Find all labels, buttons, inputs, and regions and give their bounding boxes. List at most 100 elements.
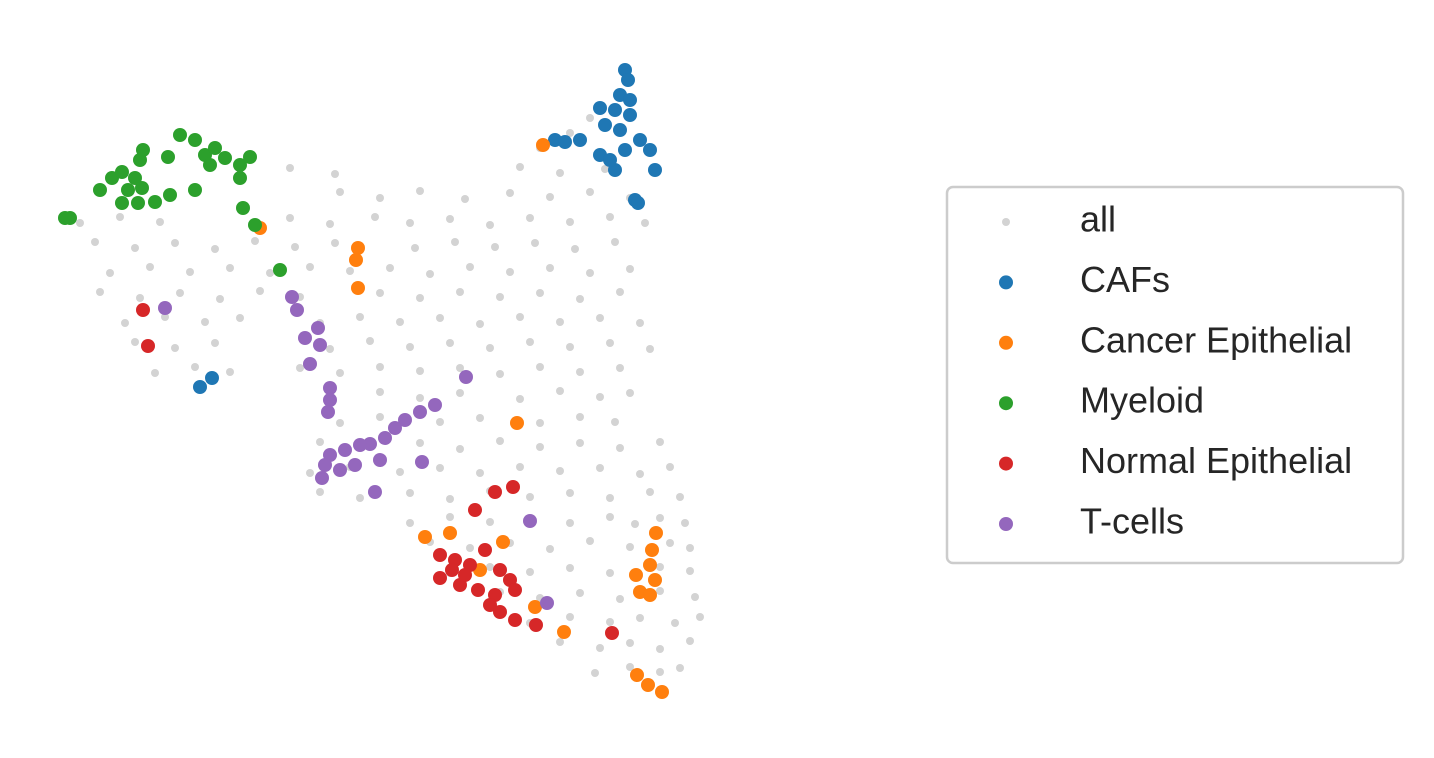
legend-label: all xyxy=(1080,199,1116,240)
point xyxy=(605,626,619,640)
point xyxy=(356,313,364,321)
point xyxy=(576,589,584,597)
point xyxy=(616,364,624,372)
point xyxy=(536,138,550,152)
point xyxy=(606,494,614,502)
point xyxy=(346,267,354,275)
point xyxy=(606,213,614,221)
point xyxy=(406,343,414,351)
point xyxy=(526,568,534,576)
point xyxy=(536,363,544,371)
point xyxy=(133,153,147,167)
point xyxy=(456,288,464,296)
point xyxy=(598,118,612,132)
point xyxy=(626,543,634,551)
legend-marker xyxy=(999,335,1013,350)
point xyxy=(526,493,534,501)
point xyxy=(336,419,344,427)
point xyxy=(251,237,259,245)
point xyxy=(656,563,664,571)
legend-marker xyxy=(999,396,1013,411)
point xyxy=(443,526,457,540)
point xyxy=(216,295,224,303)
point xyxy=(226,368,234,376)
point xyxy=(218,151,232,165)
point xyxy=(96,288,104,296)
point xyxy=(621,73,635,87)
point xyxy=(476,469,484,477)
point xyxy=(626,639,634,647)
point xyxy=(606,513,614,521)
point xyxy=(146,263,154,271)
point xyxy=(629,568,643,582)
point xyxy=(386,264,394,272)
point xyxy=(416,394,424,402)
point xyxy=(316,438,324,446)
point xyxy=(516,463,524,471)
point xyxy=(371,213,379,221)
point xyxy=(311,321,325,335)
point xyxy=(643,588,657,602)
point xyxy=(616,595,624,603)
point xyxy=(558,135,572,149)
point xyxy=(236,314,244,322)
point xyxy=(656,514,664,522)
point xyxy=(416,294,424,302)
point xyxy=(116,213,124,221)
point xyxy=(323,393,337,407)
point xyxy=(451,238,459,246)
point xyxy=(285,290,299,304)
point xyxy=(536,443,544,451)
point xyxy=(586,537,594,545)
point xyxy=(676,664,684,672)
point xyxy=(626,389,634,397)
point xyxy=(636,470,644,478)
point xyxy=(291,243,299,251)
point xyxy=(655,685,669,699)
point xyxy=(376,289,384,297)
point xyxy=(376,363,384,371)
point xyxy=(306,263,314,271)
point xyxy=(636,319,644,327)
point xyxy=(493,563,507,577)
point xyxy=(136,294,144,302)
point xyxy=(156,218,164,226)
point xyxy=(286,164,294,172)
point xyxy=(121,183,135,197)
point xyxy=(556,318,564,326)
point xyxy=(115,196,129,210)
point xyxy=(623,108,637,122)
point xyxy=(331,239,339,247)
point xyxy=(205,371,219,385)
point xyxy=(351,281,365,295)
point xyxy=(486,221,494,229)
point xyxy=(596,314,604,322)
point xyxy=(388,421,402,435)
point xyxy=(233,158,247,172)
point xyxy=(686,544,694,552)
point xyxy=(368,485,382,499)
legend-marker xyxy=(999,275,1013,290)
point xyxy=(286,214,294,222)
point xyxy=(516,313,524,321)
point xyxy=(676,493,684,501)
point xyxy=(691,593,699,601)
point xyxy=(646,488,654,496)
point xyxy=(376,194,384,202)
point xyxy=(496,437,504,445)
point xyxy=(596,644,604,652)
point xyxy=(243,150,257,164)
point xyxy=(351,241,365,255)
point xyxy=(203,158,217,172)
point xyxy=(338,443,352,457)
point xyxy=(466,544,474,552)
point xyxy=(456,445,464,453)
point xyxy=(633,133,647,147)
point xyxy=(476,320,484,328)
point xyxy=(93,183,107,197)
point xyxy=(415,455,429,469)
point xyxy=(649,526,663,540)
point xyxy=(576,368,584,376)
point xyxy=(531,239,539,247)
